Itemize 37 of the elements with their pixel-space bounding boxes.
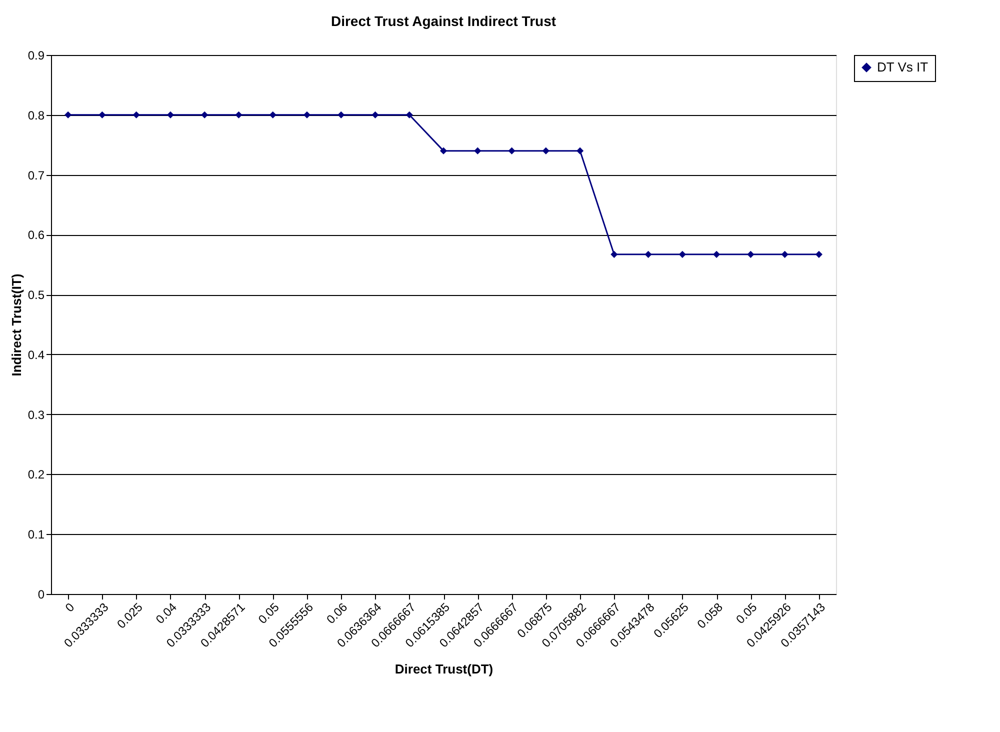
point	[98, 111, 106, 118]
point	[781, 250, 788, 258]
point	[338, 111, 345, 118]
point	[508, 147, 516, 154]
point	[166, 111, 174, 118]
point	[440, 147, 448, 154]
point	[406, 111, 413, 118]
y-axis-title: Indirect Trust(IT)	[8, 274, 24, 376]
y-tick-label: 0.2	[28, 468, 45, 482]
y-tick-label: 0	[38, 588, 45, 602]
point	[372, 111, 379, 118]
y-tick-label: 0.1	[28, 528, 45, 542]
y-tick-label: 0.7	[28, 168, 45, 182]
point	[644, 250, 652, 258]
point	[610, 250, 618, 258]
point	[201, 111, 208, 118]
y-tick-label: 0.8	[28, 108, 45, 122]
y-tick-label: 0.4	[28, 348, 45, 362]
point	[576, 147, 584, 154]
point	[678, 250, 686, 258]
point	[235, 111, 242, 118]
y-tick-label: 0.5	[28, 288, 45, 302]
chart-title: Direct Trust Against Indirect Trust	[330, 13, 556, 29]
point	[64, 111, 72, 118]
point	[815, 250, 822, 258]
point	[132, 111, 140, 118]
point	[303, 111, 311, 118]
point	[269, 111, 276, 118]
point	[713, 250, 720, 258]
y-tick-label: 0.9	[28, 48, 45, 62]
point	[747, 250, 754, 258]
x-axis-title: Direct Trust(DT)	[394, 661, 494, 676]
legend-label: DT Vs IT	[877, 60, 928, 74]
y-tick-label: 0.6	[28, 228, 45, 242]
point	[542, 147, 550, 154]
point	[474, 147, 482, 154]
y-tick-label: 0.3	[28, 408, 45, 422]
